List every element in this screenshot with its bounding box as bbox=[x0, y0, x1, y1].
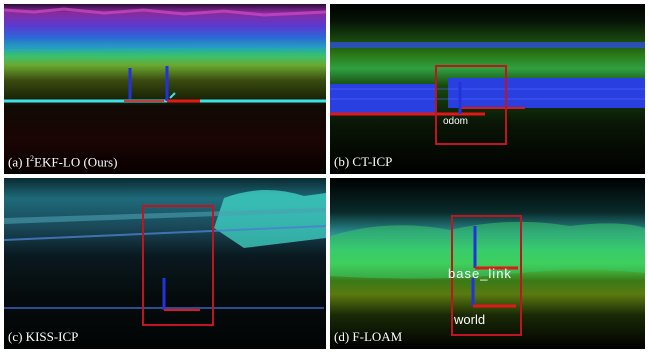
panel-d-f-loam: base_link world (d) F-LOAM bbox=[330, 178, 645, 349]
highlight-box-c bbox=[142, 205, 214, 326]
panel-b-ct-icp: odom (b) CT-ICP bbox=[330, 4, 645, 174]
frame-label-odom: odom bbox=[443, 116, 469, 127]
highlight-box-b bbox=[435, 65, 507, 145]
panel-a-i2ekf-lo: (a) I2EKF-LO (Ours) bbox=[4, 4, 326, 174]
caption-b: (b) CT-ICP bbox=[334, 154, 393, 169]
point-cloud-d bbox=[330, 178, 645, 349]
caption-d: (d) F-LOAM bbox=[334, 329, 403, 344]
frame-label-base-link: base_link bbox=[448, 266, 512, 281]
frame-label-world: world bbox=[454, 312, 486, 327]
point-cloud-c bbox=[4, 178, 326, 349]
panel-c-kiss-icp: (c) KISS-ICP bbox=[4, 178, 326, 349]
caption-c: (c) KISS-ICP bbox=[8, 329, 79, 344]
point-cloud-b bbox=[330, 4, 645, 174]
caption-a: (a) I2EKF-LO (Ours) bbox=[8, 153, 118, 169]
highlight-box-d bbox=[451, 215, 522, 336]
point-cloud-a bbox=[4, 4, 326, 174]
